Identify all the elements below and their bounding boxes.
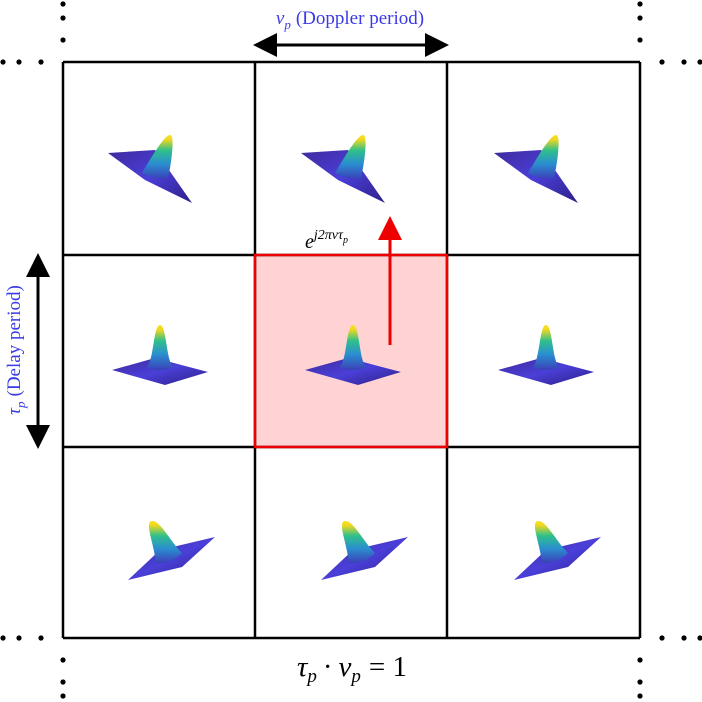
label-part: ν <box>276 8 285 29</box>
label-part: p <box>13 401 28 409</box>
label-part: (Delay period) <box>4 285 25 396</box>
dot <box>637 679 643 685</box>
label-part: e <box>305 231 314 253</box>
dot <box>659 59 665 65</box>
dot <box>637 37 643 43</box>
dot <box>681 59 687 65</box>
dot <box>60 693 66 699</box>
dot <box>0 635 6 641</box>
label-part: j2πντ <box>312 228 344 243</box>
ambiguity-functions <box>108 135 601 580</box>
dot <box>659 635 665 641</box>
dot <box>16 59 22 65</box>
dot <box>38 635 44 641</box>
dot <box>0 59 6 65</box>
label-part: = 1 <box>369 651 407 683</box>
label-part: p <box>342 235 348 246</box>
label-part: ν <box>339 651 352 683</box>
dot <box>697 59 702 65</box>
delay-label: τp (Delay period) <box>4 285 28 415</box>
label-part: p <box>305 666 317 687</box>
dot <box>637 657 643 663</box>
highlight-border <box>253 253 449 449</box>
dot <box>637 693 643 699</box>
dot <box>60 657 66 663</box>
dot <box>60 15 66 21</box>
dot <box>697 635 702 641</box>
label-part: · <box>323 651 333 683</box>
dot <box>16 635 22 641</box>
label-part: p <box>349 666 361 687</box>
dot <box>60 37 66 43</box>
doppler-label: νp (Doppler period) <box>276 8 424 32</box>
dot <box>38 59 44 65</box>
dot <box>60 1 66 7</box>
dot <box>637 1 643 7</box>
label-part: p <box>283 17 291 32</box>
label-part: τ <box>297 651 309 683</box>
dot <box>681 635 687 641</box>
period-formula: τp · νp = 1 <box>297 651 407 687</box>
dot <box>637 15 643 21</box>
label-part: τ <box>4 407 25 415</box>
label-part: (Doppler period) <box>296 8 424 29</box>
phase-label: ej2πντp <box>305 228 348 253</box>
dot <box>60 679 66 685</box>
